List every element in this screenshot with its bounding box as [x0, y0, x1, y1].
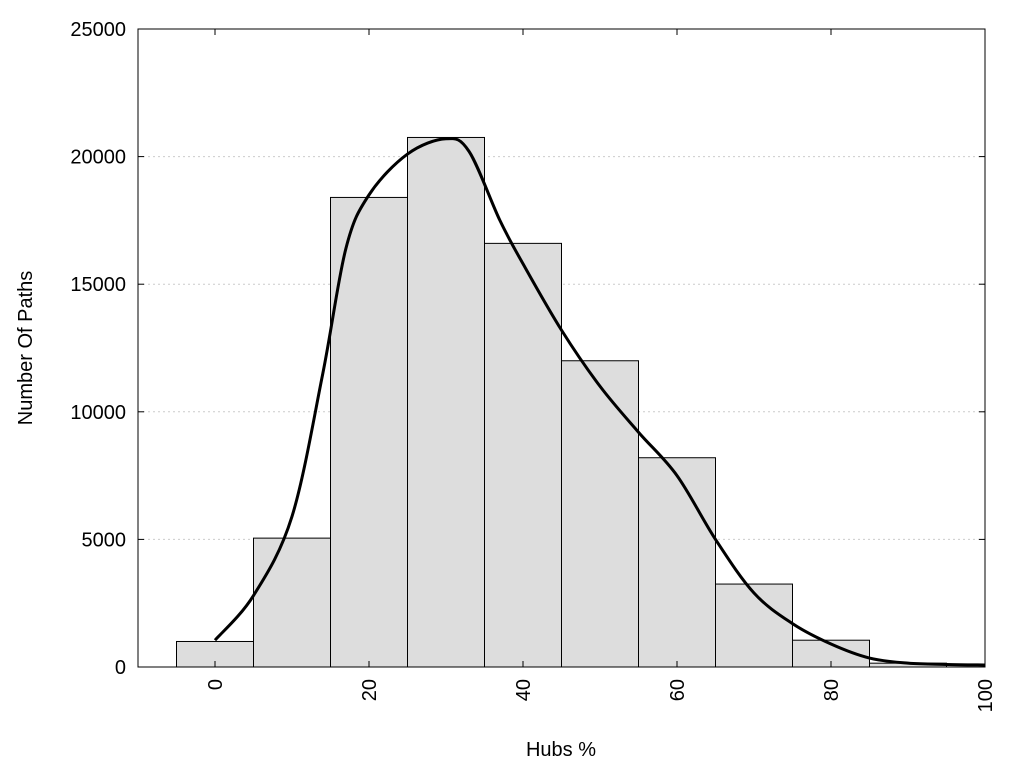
y-tick-label: 10000 [70, 402, 126, 424]
y-tick-label: 25000 [70, 19, 126, 41]
density-curve-layer [213, 137, 986, 667]
y-axis-label: Number Of Paths [15, 271, 37, 426]
histogram-bar [561, 360, 639, 668]
density-curve [213, 137, 986, 667]
x-tick-label: 40 [513, 679, 535, 701]
y-tick-label: 0 [115, 657, 126, 679]
histogram-bar [253, 537, 331, 668]
y-tick-label: 20000 [70, 147, 126, 169]
x-tick-label: 100 [975, 679, 997, 712]
x-axis-label: Hubs % [526, 739, 596, 761]
y-tick-label: 5000 [82, 529, 127, 551]
histogram-bar [715, 583, 793, 668]
plot-area-frame [137, 28, 986, 668]
histogram-bar [638, 457, 716, 668]
y-axis-ticks: 0 5000 10000 15000 20000 25000 [70, 19, 985, 679]
x-tick-label: 0 [205, 679, 227, 690]
y-tick-label: 15000 [70, 274, 126, 296]
histogram-bars [176, 136, 947, 668]
x-tick-label: 60 [667, 679, 689, 701]
x-tick-label: 20 [359, 679, 381, 701]
x-axis-ticks: 0 20 40 60 80 100 [205, 29, 997, 712]
histogram-bar [484, 242, 562, 668]
x-tick-label: 80 [821, 679, 843, 701]
histogram-bar [407, 136, 485, 668]
